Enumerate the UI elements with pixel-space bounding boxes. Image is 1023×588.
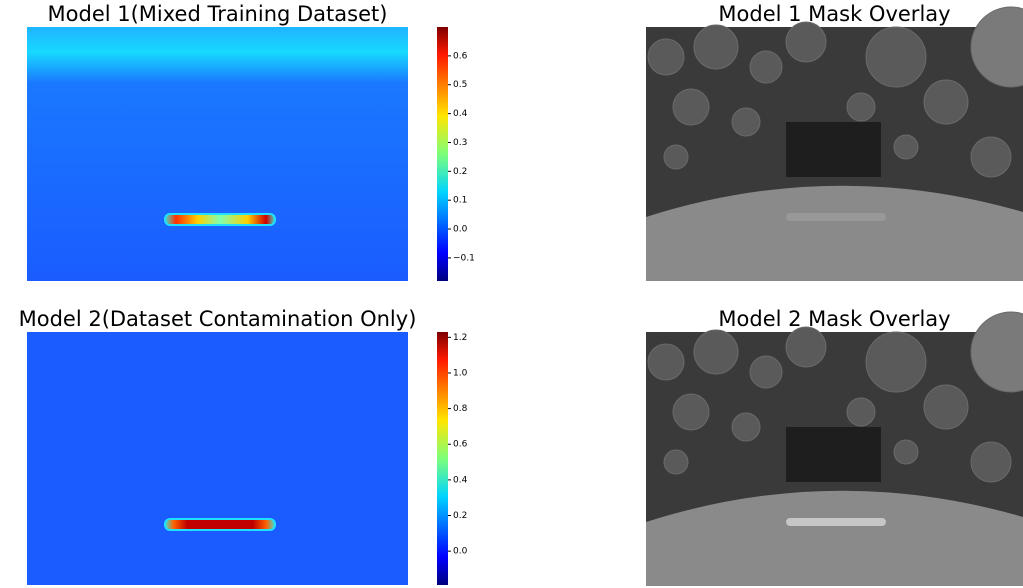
panel-title: Model 1(Mixed Training Dataset): [48, 2, 388, 26]
colorbar-tick-label: −0.1: [453, 253, 475, 263]
colorbar-tick-label: 1.0: [453, 368, 468, 378]
figure: Model 1(Mixed Training Dataset)−0.10.00.…: [0, 0, 1023, 588]
panel-title: Model 2 Mask Overlay: [718, 307, 950, 331]
colorbar: [437, 27, 448, 281]
colorbar-tick-label: 0.4: [453, 475, 468, 485]
colorbar-tick-label: 0.2: [453, 511, 467, 521]
mask-overlay: [786, 213, 886, 221]
colorbar-tick-label: 0.0: [453, 547, 468, 557]
heatmap-background: [27, 332, 408, 585]
heatmap: −0.1 0.0 0.1 0.2 0.3 0.4 0.5 0.6: [27, 27, 475, 281]
panel-title: Model 1 Mask Overlay: [718, 2, 950, 26]
sem-image: [646, 312, 1023, 586]
colorbar-tick-label: 0.0: [453, 225, 468, 235]
colorbar-tick-label: 0.1: [453, 196, 467, 206]
colorbar-tick-label: 0.5: [453, 80, 467, 90]
colorbar-tick-label: 0.2: [453, 167, 467, 177]
heatmap-hotspot: [165, 214, 275, 225]
sem-image: [646, 7, 1023, 281]
panel-title: Model 2(Dataset Contamination Only): [19, 307, 417, 331]
colorbar-tick-label: 0.4: [453, 109, 468, 119]
colorbar-tick-label: 0.6: [453, 51, 468, 61]
colorbar-tick-label: 0.6: [453, 440, 468, 450]
heatmap-background: [27, 27, 408, 281]
colorbar: [437, 332, 448, 585]
colorbar-tick-label: 0.3: [453, 138, 467, 148]
colorbar-tick-label: 0.8: [453, 404, 468, 414]
colorbar-tick-label: 1.2: [453, 333, 467, 343]
heatmap-hotspot: [165, 519, 275, 530]
mask-overlay: [786, 518, 886, 526]
panels: Model 1(Mixed Training Dataset)−0.10.00.…: [19, 2, 1023, 586]
sem-picture: [646, 312, 1023, 586]
sem-picture: [646, 7, 1023, 281]
heatmap: 0.0 0.2 0.4 0.6 0.8 1.0 1.2: [27, 332, 468, 585]
